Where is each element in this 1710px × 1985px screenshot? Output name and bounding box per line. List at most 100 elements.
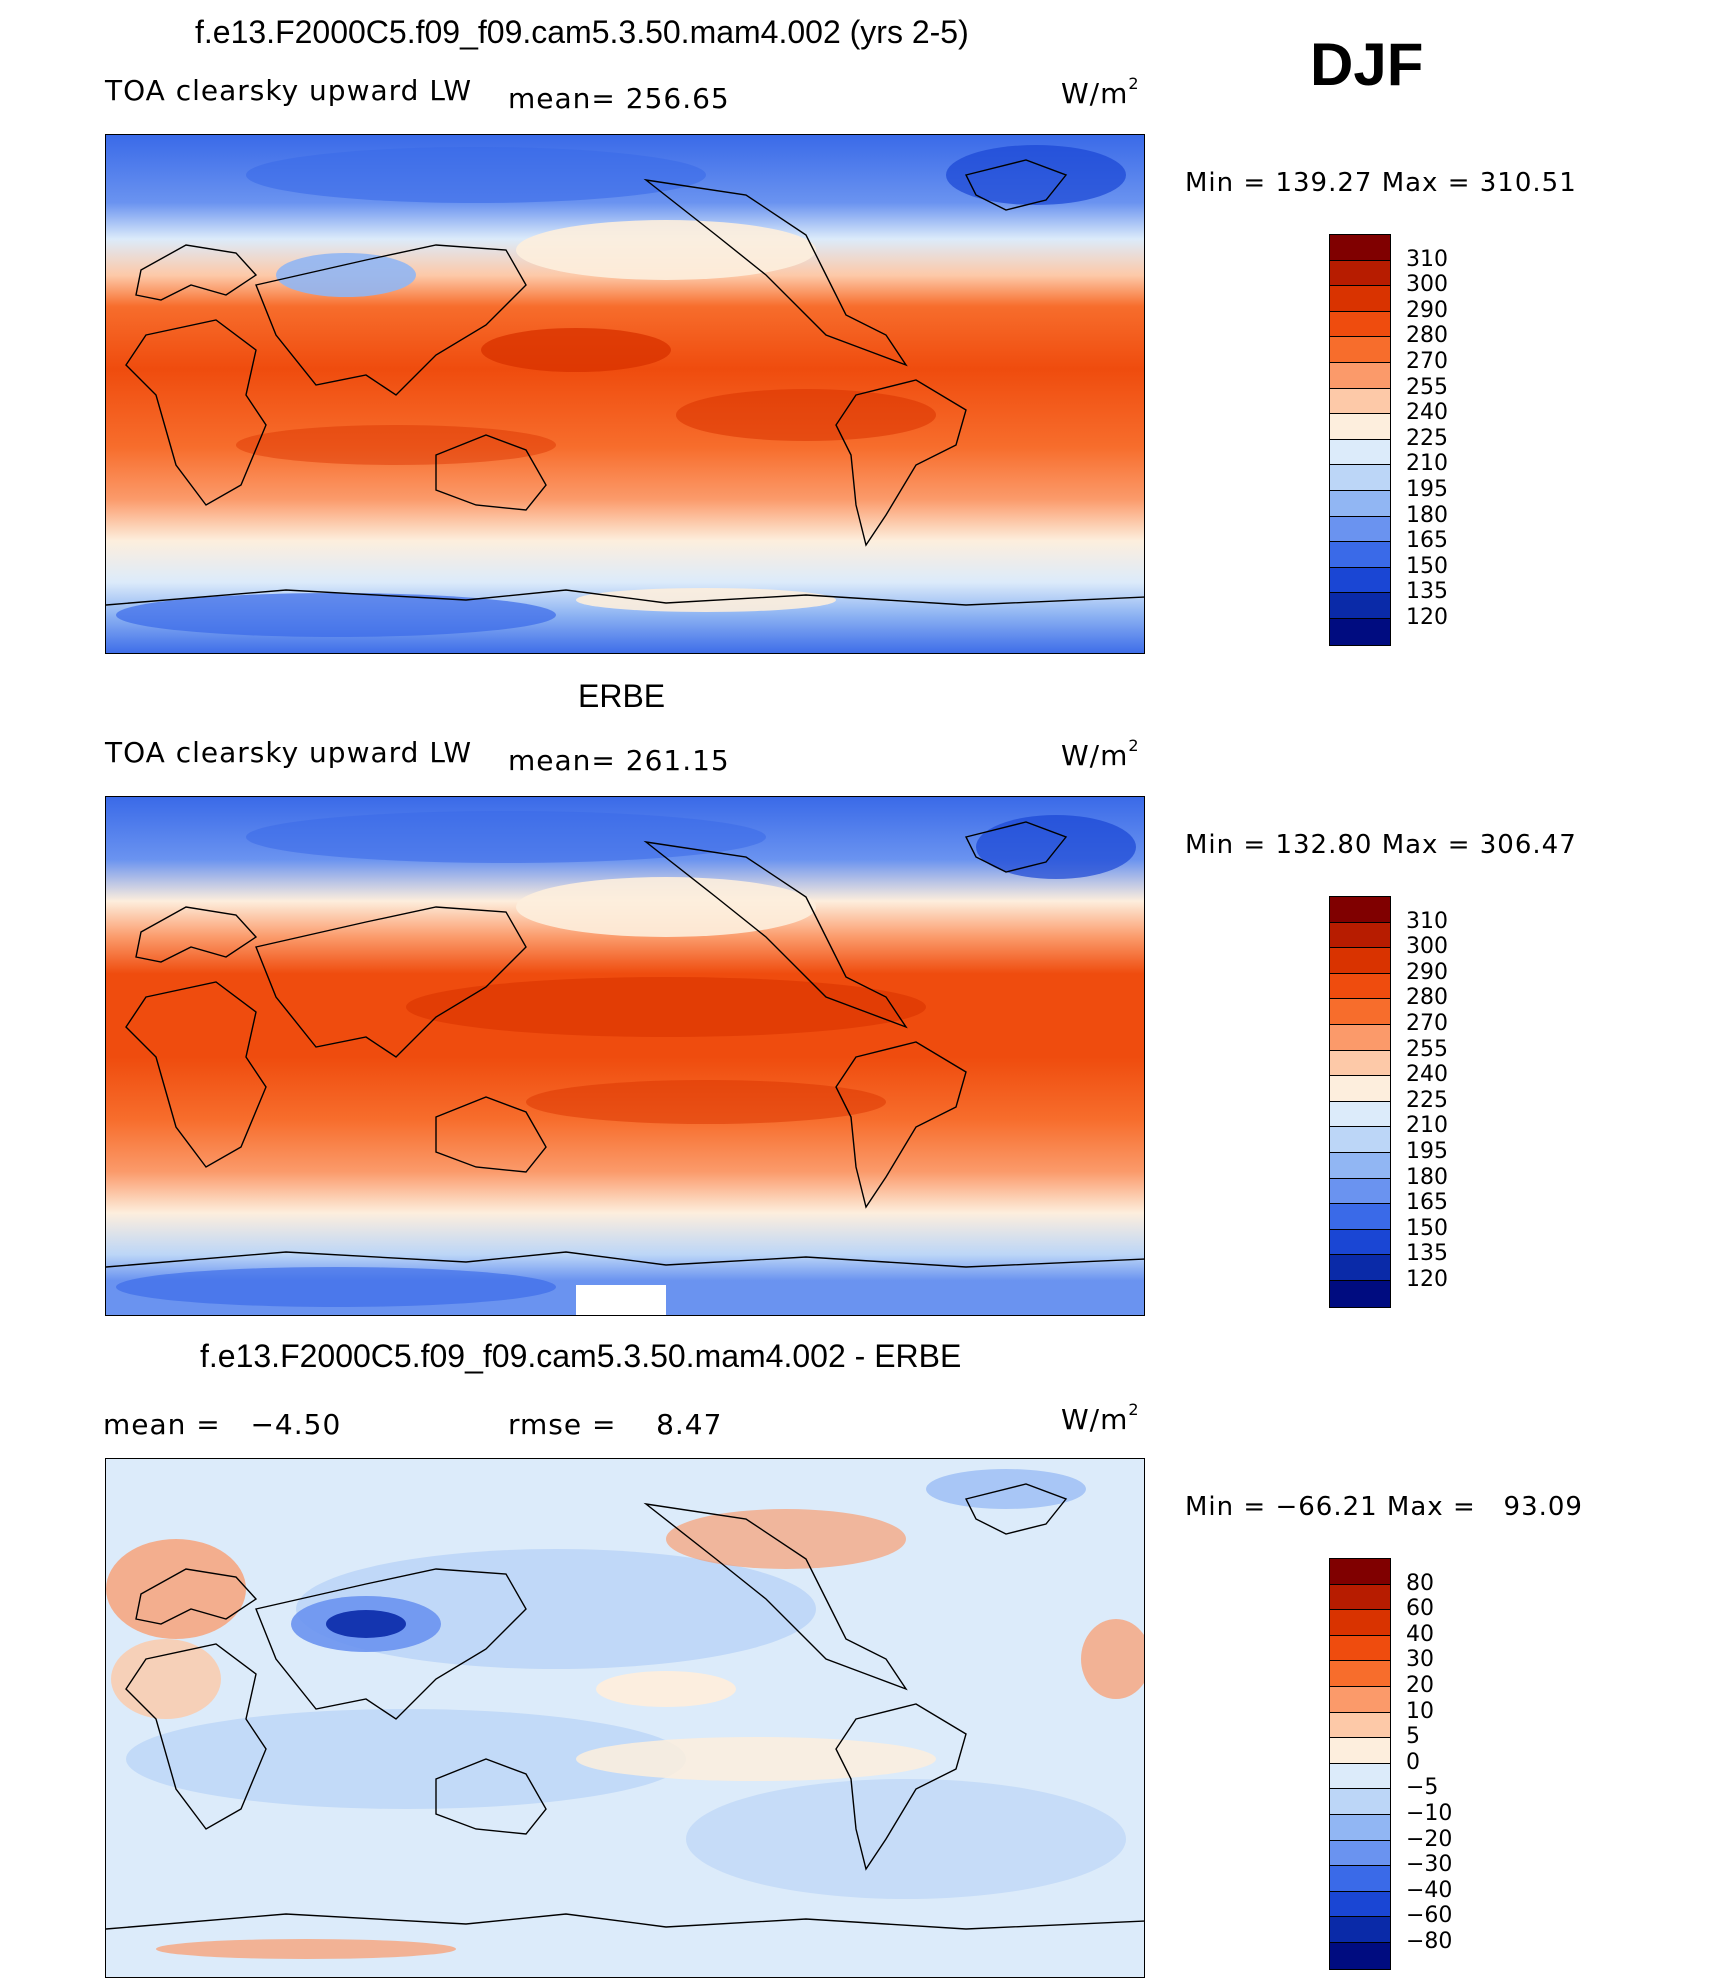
colorbar-swatch [1330,362,1390,389]
mean-label-diff: mean = −4.50 [103,1408,342,1441]
colorbar-tick-label: 290 [1406,297,1448,323]
coast-greenland [964,159,1068,211]
colorbar-swatch [1330,1178,1390,1205]
units-label-obs: W/m2 [1061,736,1140,772]
coast-africa [125,1643,267,1830]
colorbar-swatch [1330,1050,1390,1077]
colorbar-swatch [1330,1610,1390,1636]
coast-south-america [835,379,967,547]
colorbar-swatch [1330,567,1390,594]
panel-title-diff: f.e13.F2000C5.f09_f09.cam5.3.50.mam4.002… [200,1338,962,1374]
colorbar-swatch [1330,1891,1390,1918]
colorbar-tick-label: 195 [1406,477,1448,502]
colorbar-swatch [1330,1076,1390,1102]
field-max-indian [236,425,556,465]
minmax-label-model: Min = 139.27 Max = 310.51 [1185,168,1577,198]
coast-north-america [643,178,908,367]
colorbar-swatch [1330,897,1390,923]
colorbar-swatch [1330,337,1390,363]
coast-north-america [643,1502,908,1691]
colorbar-tick-label: 120 [1406,605,1448,630]
colorbar-swatch [1330,1866,1390,1892]
colorbar-swatch [1330,1229,1390,1256]
coast-africa [125,981,267,1168]
colorbar-swatch [1330,922,1390,949]
colorbar-tick-label: 30 [1406,1647,1434,1673]
coast-australia [435,1758,547,1835]
colorbar-swatch [1330,516,1390,543]
field-arctic [246,811,766,863]
colorbar-swatch [1330,1101,1390,1128]
colorbar-tick-label: 255 [1406,1036,1448,1062]
colorbar-swatch [1330,235,1390,261]
colorbar-swatch [1330,1559,1390,1585]
colorbar-swatch [1330,1686,1390,1713]
field-neg-band-tropics [126,1709,686,1809]
colorbar-tick-label: 135 [1406,1241,1448,1267]
field-greenland [946,145,1126,205]
map-obs-svg [106,797,1144,1315]
field-pos-africa-north [111,1639,221,1719]
field-missing-data [576,1285,666,1315]
coast-africa [125,319,267,506]
map-model-svg [106,135,1144,653]
field-max-pacific [406,977,926,1037]
colorbar-tick-label: −30 [1406,1852,1453,1878]
coast-antarctica [106,589,1144,606]
field-pos-atlantic [1081,1619,1144,1699]
colorbar-swatch [1330,593,1390,619]
units-exponent: 2 [1128,736,1140,755]
colorbar-swatch [1330,1763,1390,1790]
colorbar-tick-label: 300 [1406,272,1448,298]
field-pos-north-america [666,1509,906,1569]
field-arctic [246,147,706,203]
colorbar-swatch [1330,1584,1390,1611]
coast-asia [255,1568,527,1720]
panel-title-model: f.e13.F2000C5.f09_f09.cam5.3.50.mam4.002… [195,14,969,50]
field-tibet [276,253,416,297]
field-ross-sea [576,588,836,612]
colorbar-tick-label: 270 [1406,1011,1448,1036]
coast-asia [255,906,527,1058]
colorbar-swatch [1330,1942,1390,1969]
coast-antarctica [106,1913,1144,1930]
field-max-south-pacific [526,1080,886,1124]
field-background [106,135,1144,653]
colorbar-swatch [1330,439,1390,466]
colorbar-swatch [1330,286,1390,312]
colorbar-tick-label: 280 [1406,323,1448,349]
field-pos-antarctic [156,1939,456,1959]
colorbar-tick-label: 80 [1406,1570,1434,1596]
units-base: W/m [1061,739,1129,772]
coast-south-america [835,1703,967,1871]
colorbar-tick-label: 150 [1406,553,1448,579]
field-background [106,797,1144,1315]
colorbar-swatch [1330,1814,1390,1841]
colorbar-tick-label: 135 [1406,579,1448,605]
colorbar-swatch [1330,542,1390,568]
colorbar-obs [1329,896,1391,1308]
units-exponent: 2 [1128,1400,1140,1419]
colorbar-swatch [1330,1152,1390,1179]
colorbar-swatch [1330,1840,1390,1867]
mean-label-obs: mean= 261.15 [508,744,730,777]
coast-australia [435,434,547,511]
colorbar-tick-label: −20 [1406,1826,1453,1852]
colorbar-swatch [1330,1204,1390,1230]
coast-antarctica [106,1251,1144,1268]
coast-europe [135,244,258,301]
colorbar-swatch [1330,999,1390,1025]
colorbar-swatch [1330,260,1390,287]
units-label-model: W/m2 [1061,74,1140,110]
colorbar-tick-label: 5 [1406,1724,1420,1750]
colorbar-tick-label: 300 [1406,934,1448,960]
field-north-pacific [516,877,816,937]
coast-asia [255,244,527,396]
colorbar-tick-label: 165 [1406,1190,1448,1216]
colorbar-tick-label: 40 [1406,1621,1434,1647]
colorbar-swatch [1330,1635,1390,1662]
coastlines [106,821,1144,1268]
colorbar-swatch [1330,948,1390,974]
field-pos-east-pacific [576,1737,936,1781]
colorbar-tick-label: 310 [1406,908,1448,934]
